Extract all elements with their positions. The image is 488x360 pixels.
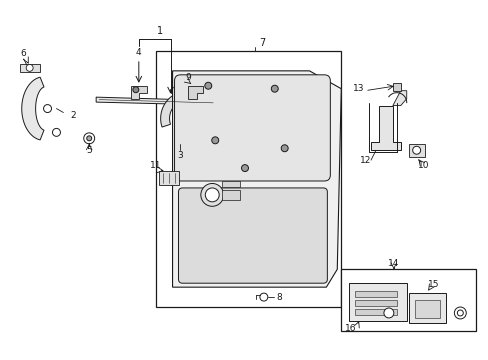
Circle shape [175,139,185,149]
Polygon shape [392,91,406,105]
Text: 4: 4 [136,49,142,58]
Text: 13: 13 [353,84,364,93]
Bar [354,291,396,297]
Bar [158,171,178,185]
Text: 6: 6 [21,49,26,58]
Bar [20,64,40,72]
Text: 2: 2 [70,111,76,120]
Text: 10: 10 [417,161,428,170]
Text: 3: 3 [177,151,183,160]
Bar [341,269,475,331]
Text: 9: 9 [185,73,191,82]
Circle shape [133,87,139,93]
Circle shape [453,307,466,319]
Polygon shape [370,105,400,150]
Circle shape [456,310,462,316]
Circle shape [83,133,95,144]
Circle shape [271,85,278,92]
Bar [155,51,341,307]
Polygon shape [21,77,44,140]
Text: 5: 5 [86,146,92,155]
Text: 8: 8 [276,293,282,302]
Polygon shape [96,97,215,105]
Circle shape [383,308,393,318]
Circle shape [204,82,211,89]
Circle shape [201,184,223,206]
Polygon shape [172,71,341,287]
Circle shape [86,136,92,141]
Text: 16: 16 [345,324,356,333]
Polygon shape [392,83,400,91]
Bar [354,309,396,315]
Circle shape [205,188,219,202]
Circle shape [211,137,218,144]
Polygon shape [161,91,208,127]
Bar [348,283,406,321]
Circle shape [412,146,420,154]
FancyBboxPatch shape [178,188,326,283]
Polygon shape [131,86,146,99]
Circle shape [259,293,267,301]
Circle shape [43,105,51,113]
Bar [408,144,424,157]
Polygon shape [188,86,203,99]
FancyBboxPatch shape [174,75,330,181]
Circle shape [281,145,287,152]
Text: 1: 1 [156,26,163,36]
Text: 15: 15 [427,280,438,289]
Text: 11: 11 [150,161,161,170]
Circle shape [241,165,248,172]
Bar [222,181,240,187]
Circle shape [26,64,33,71]
Bar [222,190,240,200]
Bar [354,300,396,306]
Bar [408,293,446,323]
Bar [414,300,440,318]
Text: 7: 7 [258,38,264,48]
Circle shape [52,129,61,136]
Text: 12: 12 [360,156,371,165]
Text: 14: 14 [387,259,399,268]
